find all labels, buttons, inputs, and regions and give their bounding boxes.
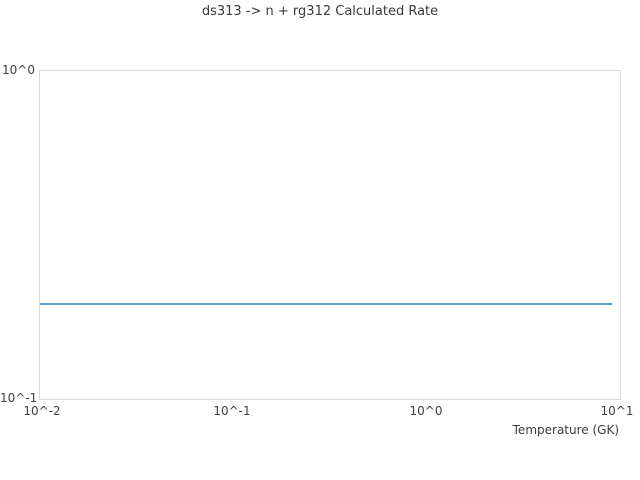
x-tick-1e-2: 10^-2 xyxy=(23,404,61,418)
rate-line xyxy=(40,303,612,305)
x-tick-1e1: 10^1 xyxy=(600,404,634,418)
y-tick-1e0: 10^0 xyxy=(2,63,35,77)
y-tick-1e-1: 10^-1 xyxy=(0,391,38,405)
chart-title: ds313 -> n + rg312 Calculated Rate xyxy=(201,4,439,19)
x-tick-1e0: 10^0 xyxy=(409,404,443,418)
x-tick-1e-1: 10^-1 xyxy=(213,404,251,418)
x-axis-label: Temperature (GK) xyxy=(512,423,619,437)
plot-area xyxy=(39,70,621,400)
